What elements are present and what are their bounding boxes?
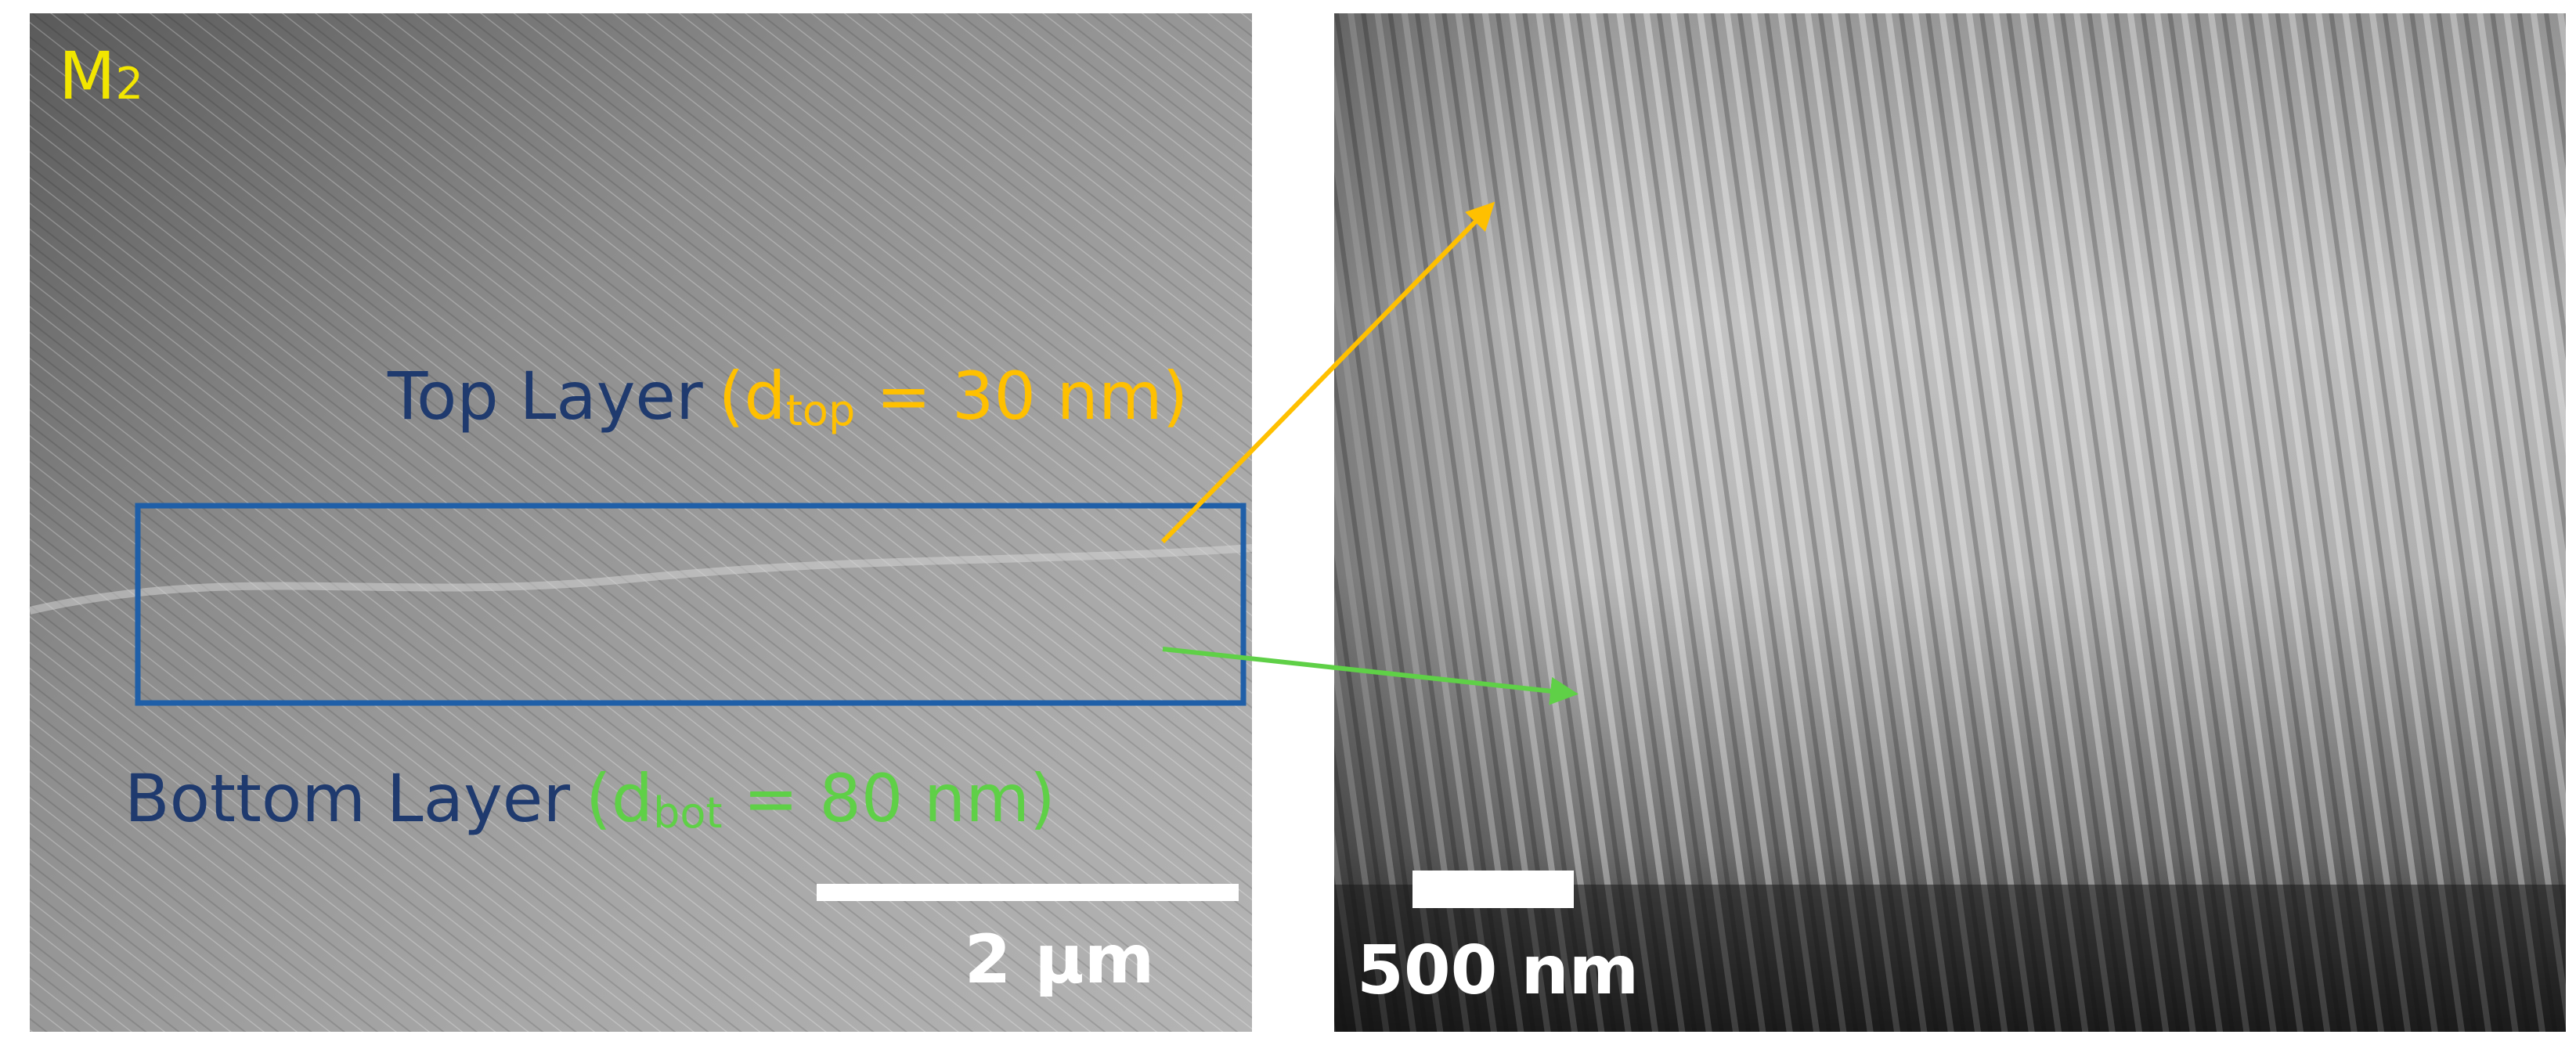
top-layer-name: Top Layer <box>387 358 703 434</box>
left-scale-bar <box>817 884 1239 901</box>
right-image-substrate <box>1334 885 2566 1032</box>
bottom-layer-sub: bot <box>653 788 723 838</box>
bottom-layer-name: Bottom Layer <box>124 760 570 837</box>
bottom-layer-arrow <box>1162 647 1578 705</box>
layer-interface <box>28 544 1253 615</box>
right-scale-bar <box>1412 871 1574 908</box>
top-layer-sub: top <box>786 386 856 435</box>
sample-label-main: M <box>59 38 115 114</box>
right-image-shade <box>1334 13 2566 1032</box>
top-layer-open: (d <box>719 358 786 434</box>
sample-label-sub: 2 <box>115 59 143 110</box>
bottom-layer-label: Bottom Layer (dbot = 80 nm) <box>124 760 1055 838</box>
left-micrograph <box>28 13 1253 1032</box>
top-layer-thickness: = 30 nm) <box>855 358 1188 434</box>
bottom-layer-open: (d <box>586 760 653 837</box>
top-layer-arrow <box>1160 201 1495 544</box>
right-scale-label: 500 nm <box>1357 932 1639 1010</box>
right-micrograph <box>1334 13 2566 1032</box>
left-image-texture <box>30 13 1252 1032</box>
region-box <box>135 503 1247 706</box>
sample-label: M2 <box>59 38 143 114</box>
top-layer-label: Top Layer (dtop = 30 nm) <box>387 358 1188 435</box>
left-scale-label: 2 µm <box>965 921 1155 999</box>
bottom-layer-thickness: = 80 nm) <box>723 760 1055 837</box>
